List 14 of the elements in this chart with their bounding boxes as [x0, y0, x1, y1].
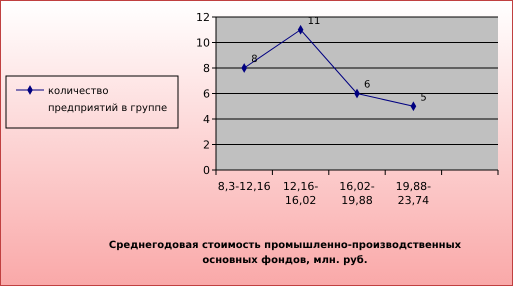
y-tick-label: 12	[196, 11, 210, 24]
x-tick-label: 16,02-19,88	[339, 180, 375, 207]
y-tick-label: 10	[196, 36, 210, 50]
y-tick-label: 6	[203, 88, 210, 100]
data-label: 6	[364, 80, 370, 90]
x-tick-label: 19,88-23,74	[396, 180, 432, 207]
x-axis-title: Среднегодовая стоимость промышленно-производственных основных фондов, млн. руб.	[108, 240, 462, 266]
x-tick-label: 12,16-16,02	[282, 180, 318, 207]
y-tick-label: 8	[203, 62, 210, 75]
y-tick-label: 2	[203, 138, 210, 152]
y-tick-label: 0	[203, 164, 210, 177]
legend-label: количество предприятий в группе	[48, 86, 168, 114]
y-tick-label: 4	[203, 113, 210, 126]
x-tick-label: 8,3-12,16	[218, 180, 271, 193]
